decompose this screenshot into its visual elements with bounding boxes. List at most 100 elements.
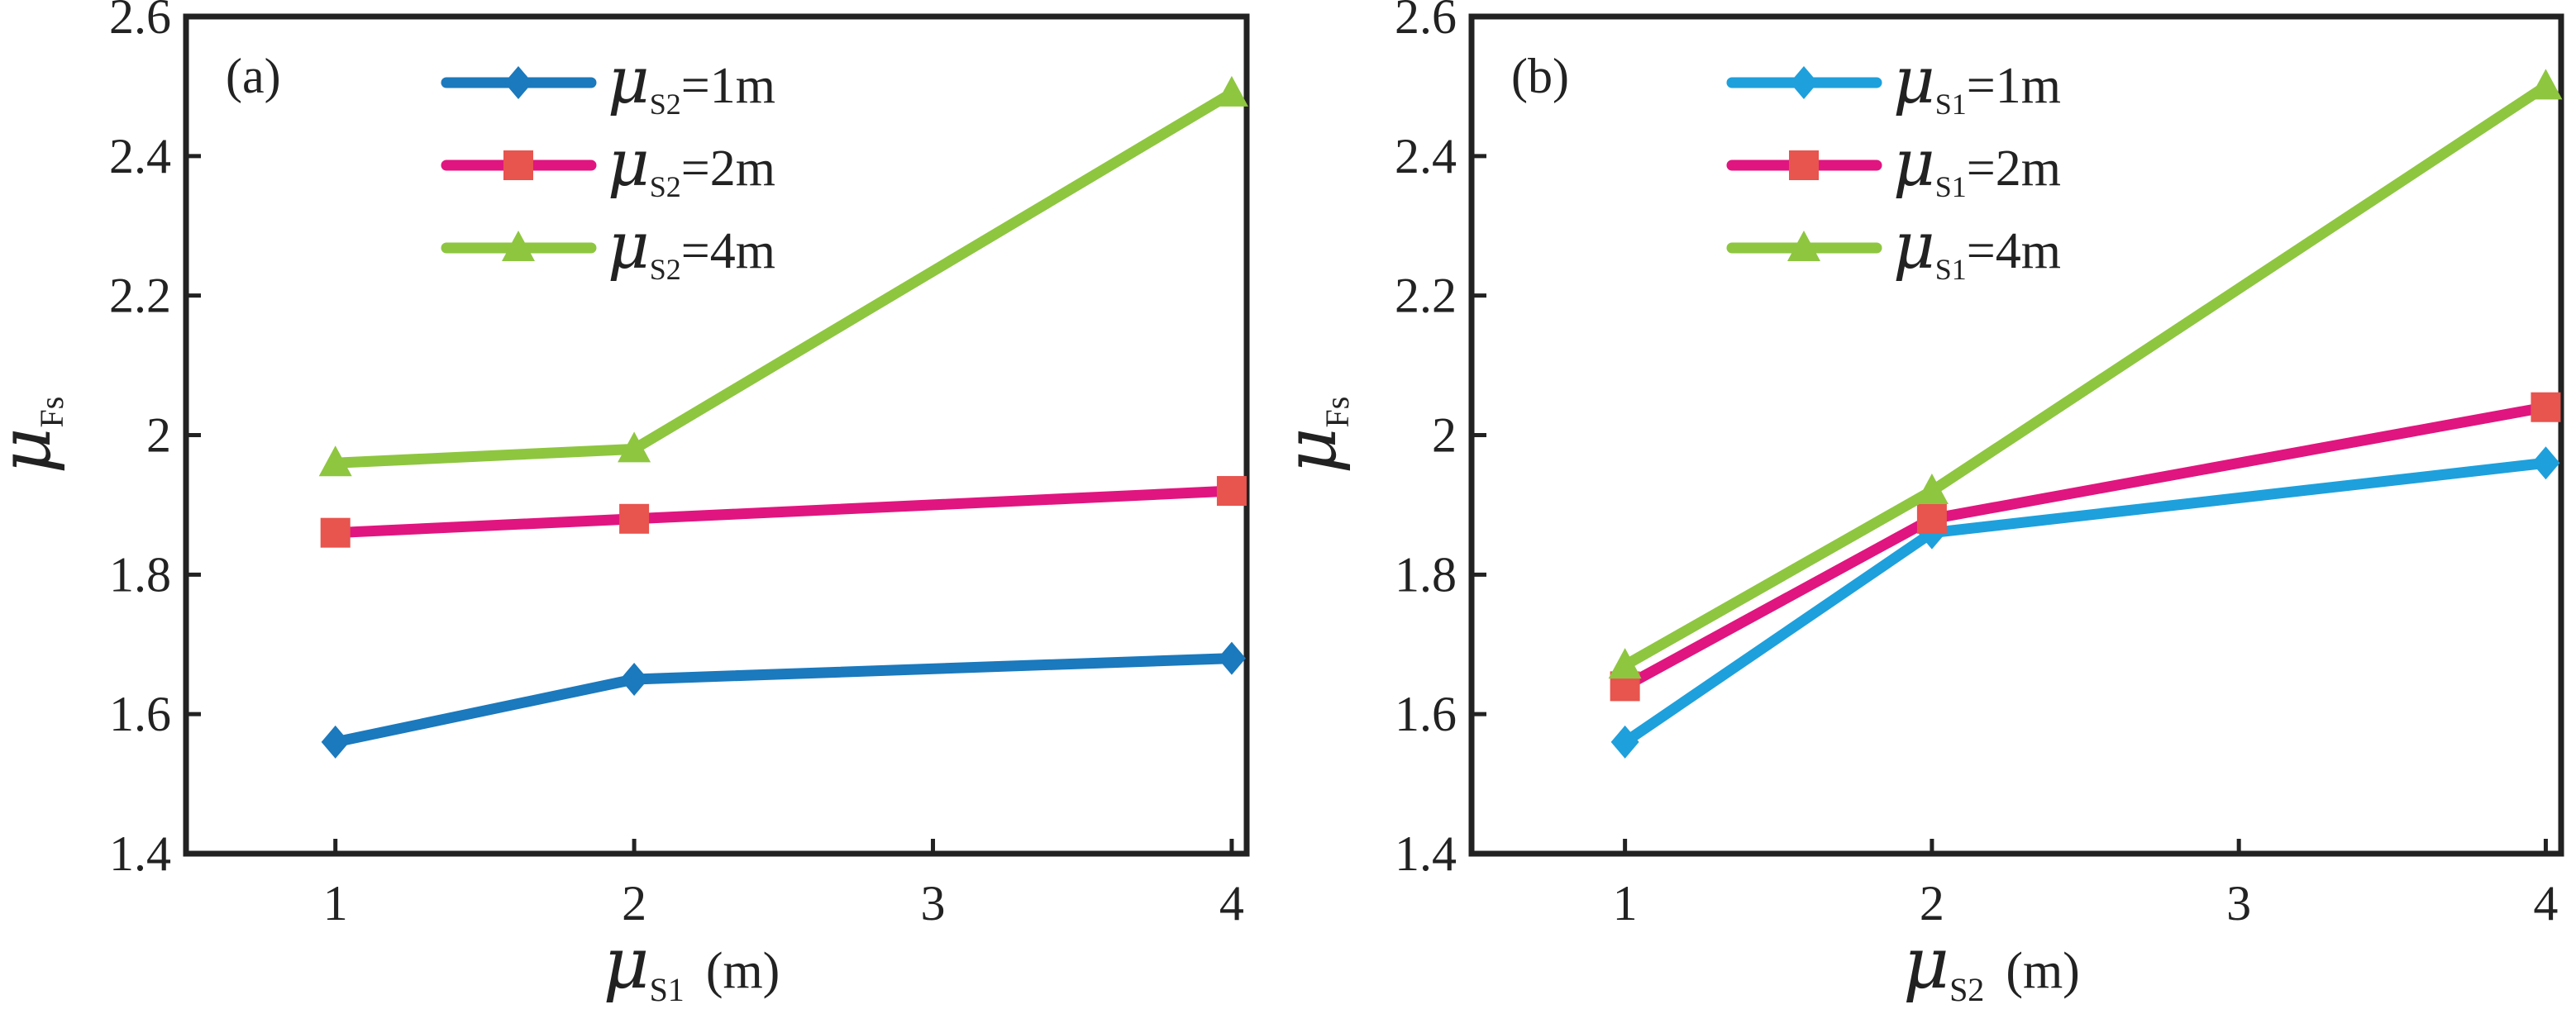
panel-b-xtick-label: 1 [1613, 876, 1638, 931]
panel-a-ytick-label: 2.6 [109, 0, 171, 44]
panel-b-series-3-line [1620, 80, 2551, 671]
panel-a-series-2-point [1216, 476, 1247, 507]
panel-a-ylabel-symbol: μ [0, 427, 67, 474]
panel-a-ytick-label: 1.6 [109, 687, 171, 741]
panel-a-series-2-line [330, 485, 1238, 539]
panel-a-ytick-label: 1.8 [109, 547, 171, 602]
panel-b-legend-label: μS1=1m [1893, 44, 2061, 121]
panel-a-legend-entry-2: μS2=2m [441, 126, 775, 203]
panel-b-legend-value: =1m [1967, 58, 2061, 114]
panel-a-legend-value: =1m [681, 58, 775, 114]
panel-a-xlabel-unit: (m) [706, 943, 780, 999]
panel-b-legend-sub: S1 [1935, 88, 1967, 121]
panel-b: 1.41.61.822.22.42.61 2 3 4(b)μS2 (m)μFsμS1=1… [1270, 0, 2564, 1008]
panel-b-legend-value: =2m [1967, 140, 2061, 197]
panel-b-series-3 [1608, 69, 2563, 679]
panel-b-legend-symbol: μ [1893, 209, 1935, 283]
panel-a-legend-symbol: μ [608, 44, 650, 118]
panel-a-series-3-point [318, 445, 352, 477]
panel-b-legend-swatch-marker [1787, 231, 1820, 261]
panel-a: 1.41.61.822.22.42.61234(a)μS1(m)μFsμS2=1… [0, 0, 1250, 1008]
panel-a-legend-value: =4m [681, 223, 775, 279]
panel-a-xtick-label: 4 [1219, 876, 1244, 931]
panel-a-series-3-line [330, 88, 1238, 469]
panel-a-xtick-label: 3 [921, 876, 946, 931]
panel-a-label: (a) [226, 49, 281, 103]
panel-a-legend-label: μS2=1m [608, 44, 775, 121]
panel-a-xlabel: μS1 (m) [603, 922, 780, 1008]
panel-a-series-2 [320, 476, 1247, 548]
panel-a-legend-symbol: μ [608, 209, 650, 283]
panel-a-series-1-point [620, 662, 649, 696]
panel-a-legend-symbol: μ [608, 126, 650, 201]
panel-b-legend-swatch-marker [1789, 150, 1819, 180]
panel-a-series-1-point [1217, 641, 1246, 675]
panel-b-label: (b) [1511, 49, 1569, 103]
panel-b-ytick-label: 2.4 [1395, 129, 1457, 183]
panel-a-series-3-point [618, 431, 651, 463]
panel-a-legend-entry-3: μS2=4m [441, 209, 775, 286]
panel-b-legend-entry-1: μS1=1m [1726, 44, 2061, 121]
panel-a-legend-label: μS2=2m [608, 126, 775, 203]
panel-a-ytick-label: 2.2 [109, 269, 171, 323]
panel-a-legend-sub: S2 [650, 170, 681, 203]
panel-a-xlabel-symbol: μ [603, 922, 650, 1005]
panel-b-xlabel-sub: S2 [1949, 971, 1984, 1008]
panel-b-xtick-label: 2 [1920, 876, 1944, 931]
panel-b-ylabel-sub: Fs [1319, 397, 1356, 428]
panel-a-legend-value: =2m [681, 140, 775, 197]
panel-b-ytick-label: 2.2 [1395, 269, 1457, 323]
panel-a-series-2-point [320, 517, 351, 548]
panel-a-series-1-line [330, 653, 1238, 748]
panel-b-series-3-point [1608, 648, 1642, 679]
panel-a-legend-sub: S2 [650, 88, 681, 121]
panel-b-series-2-point [1916, 503, 1947, 534]
panel-b-legend-entry-2: μS1=2m [1726, 126, 2061, 203]
panel-a-xtick-label: 2 [622, 876, 646, 931]
panel-b-xlabel: μS2 (m) [1903, 922, 2080, 1008]
panel-b-ytick-label: 1.8 [1395, 547, 1457, 602]
panel-b-legend-sub: S1 [1935, 253, 1967, 286]
panel-b-series-1-point [1610, 725, 1639, 759]
panel-a-xtick-label: 1 [323, 876, 348, 931]
panel-a-series-1 [321, 641, 1246, 759]
panel-a-series-3 [318, 75, 1248, 477]
panel-a-series-2-point [619, 503, 650, 534]
panel-b-xtick-label: 4 [2533, 876, 2558, 931]
panel-b-ytick-label: 1.4 [1395, 826, 1457, 881]
panel-b-legend-value: =4m [1967, 223, 2061, 279]
panel-b-series-1-line [1620, 457, 2551, 748]
panel-b-series-3-point [2529, 69, 2563, 100]
panel-b-xtick-label: 3 [2226, 876, 2251, 931]
panel-a-ylabel: μFs [0, 397, 70, 474]
panel-a-legend-swatch-marker [502, 231, 535, 261]
panel-b-legend-symbol: μ [1893, 44, 1935, 118]
panel-a-legend-entry-1: μS2=1m [441, 44, 775, 121]
panel-a-xlabel-sub: S1 [650, 971, 685, 1008]
panel-b-ylabel-symbol: μ [1270, 427, 1352, 474]
panel-b-legend-label: μS1=2m [1893, 126, 2061, 203]
panel-b-legend-symbol: μ [1893, 126, 1935, 201]
panel-b-ytick-label: 2.6 [1395, 0, 1457, 44]
panel-a-series-1-point [321, 725, 350, 759]
panel-a-legend-label: μS2=4m [608, 209, 775, 286]
panel-a-ylabel-sub: Fs [33, 397, 70, 428]
panel-a-ytick-label: 2 [146, 408, 171, 463]
panel-a-legend-swatch-marker [504, 66, 532, 99]
panel-b-series-2-point [2531, 392, 2561, 422]
panel-a-ytick-label: 2.4 [109, 129, 171, 183]
panel-b-legend-sub: S1 [1935, 170, 1967, 203]
panel-b-legend-entry-3: μS1=4m [1726, 209, 2061, 286]
panel-a-ytick-label: 1.4 [109, 826, 171, 881]
panel-b-xlabel-unit: (m) [2006, 943, 2080, 999]
panel-a-legend-sub: S2 [650, 253, 681, 286]
panel-b-ylabel: μFs [1270, 397, 1356, 474]
panel-b-ytick-label: 2 [1432, 408, 1457, 463]
panel-b-legend-label: μS1=4m [1893, 209, 2061, 286]
panel-a-legend-swatch-marker [503, 150, 533, 180]
panel-b-ytick-label: 1.6 [1395, 687, 1457, 741]
panel-b-series-1-point [2531, 446, 2560, 480]
panel-b-series-3-point [1915, 474, 1949, 505]
panel-b-xlabel-symbol: μ [1903, 922, 1949, 1005]
